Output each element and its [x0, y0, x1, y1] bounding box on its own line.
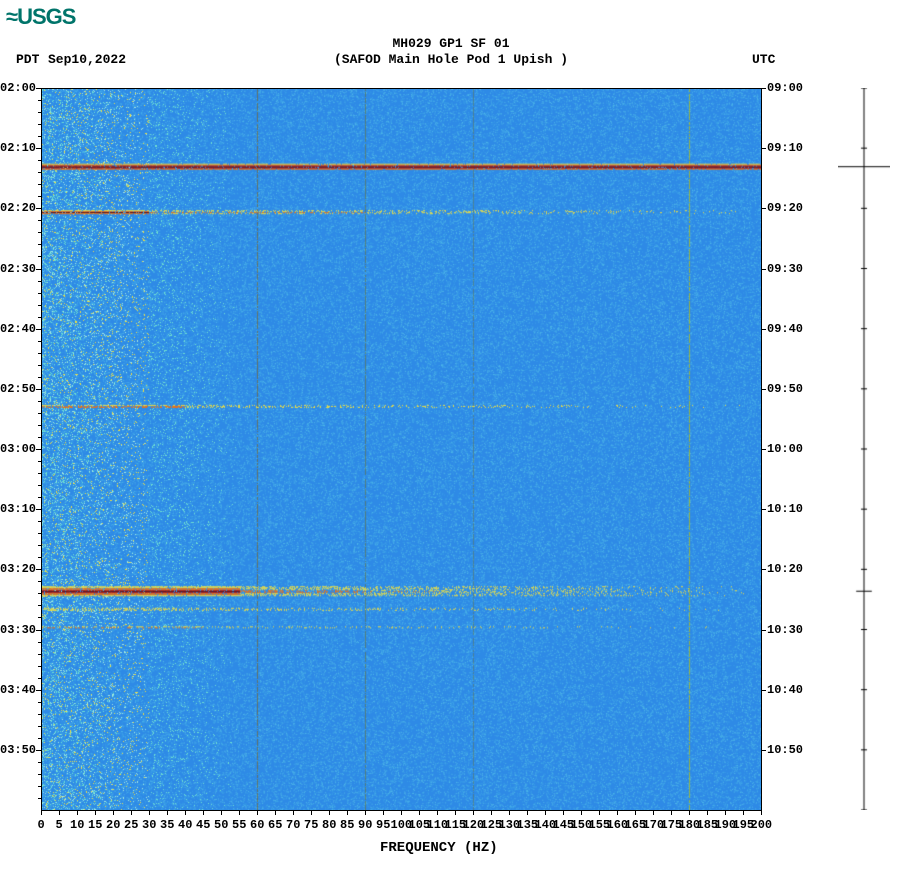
- xaxis-tick: 15: [88, 818, 102, 832]
- yaxis-left-tick: 02:10: [0, 141, 36, 155]
- xaxis-tick: 20: [106, 818, 120, 832]
- spectrogram-plot: [41, 88, 761, 810]
- usgs-logo: ≈USGS: [6, 4, 75, 30]
- plot-border: [41, 810, 761, 811]
- yaxis-right-tick: 09:50: [767, 382, 803, 396]
- xaxis-tick: 80: [322, 818, 336, 832]
- xaxis-tick: 200: [751, 818, 773, 832]
- yaxis-right-tick: 09:30: [767, 262, 803, 276]
- xaxis-tick: 55: [232, 818, 246, 832]
- yaxis-left-tick: 03:00: [0, 442, 36, 456]
- yaxis-left-tick: 02:50: [0, 382, 36, 396]
- xaxis-title: FREQUENCY (HZ): [380, 840, 498, 856]
- yaxis-left-tick: 03:40: [0, 683, 36, 697]
- yaxis-left-tick: 02:30: [0, 262, 36, 276]
- xaxis-tick: 65: [268, 818, 282, 832]
- yaxis-right-tick: 10:30: [767, 623, 803, 637]
- xaxis-tick: 5: [56, 818, 63, 832]
- yaxis-right-tick: 09:10: [767, 141, 803, 155]
- xaxis-tick: 85: [340, 818, 354, 832]
- yaxis-right-tick: 10:40: [767, 683, 803, 697]
- plot-border: [41, 88, 761, 89]
- yaxis-right-tick: 10:10: [767, 502, 803, 516]
- yaxis-right-tick: 10:20: [767, 562, 803, 576]
- xaxis-tick: 30: [142, 818, 156, 832]
- xaxis-tick: 25: [124, 818, 138, 832]
- yaxis-left-tick: 02:20: [0, 201, 36, 215]
- xaxis-tick: 90: [358, 818, 372, 832]
- timezone-left-label: PDT: [16, 52, 39, 67]
- yaxis-right-tick: 10:00: [767, 442, 803, 456]
- xaxis-tick: 40: [178, 818, 192, 832]
- yaxis-left-tick: 02:40: [0, 322, 36, 336]
- yaxis-right-tick: 10:50: [767, 743, 803, 757]
- xaxis-tick: 60: [250, 818, 264, 832]
- xaxis-tick: 0: [38, 818, 45, 832]
- yaxis-left-tick: 03:30: [0, 623, 36, 637]
- tick-mark: [761, 810, 762, 815]
- chart-title-1: MH029 GP1 SF 01: [392, 36, 509, 51]
- yaxis-right-tick: 09:40: [767, 322, 803, 336]
- yaxis-left-tick: 03:10: [0, 502, 36, 516]
- xaxis-tick: 70: [286, 818, 300, 832]
- yaxis-left-tick: 03:20: [0, 562, 36, 576]
- yaxis-right-tick: 09:00: [767, 81, 803, 95]
- xaxis-tick: 50: [214, 818, 228, 832]
- xaxis-tick: 45: [196, 818, 210, 832]
- date-label: Sep10,2022: [48, 52, 126, 67]
- xaxis-tick: 10: [70, 818, 84, 832]
- yaxis-left-tick: 03:50: [0, 743, 36, 757]
- plot-border: [41, 88, 42, 810]
- chart-title-2: (SAFOD Main Hole Pod 1 Upish ): [334, 52, 568, 67]
- timezone-right-label: UTC: [752, 52, 775, 67]
- yaxis-left-tick: 02:00: [0, 81, 36, 95]
- seismic-trace-panel: [838, 88, 890, 810]
- xaxis-tick: 35: [160, 818, 174, 832]
- yaxis-right-tick: 09:20: [767, 201, 803, 215]
- plot-border: [761, 88, 762, 810]
- xaxis-tick: 75: [304, 818, 318, 832]
- xaxis-tick: 95: [376, 818, 390, 832]
